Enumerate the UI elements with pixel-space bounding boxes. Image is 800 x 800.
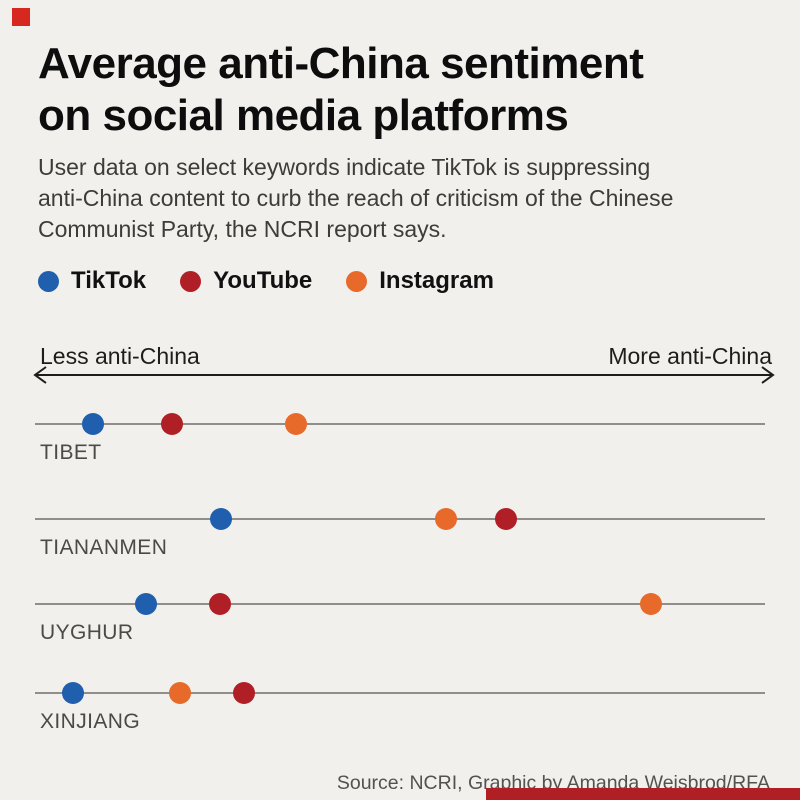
dot-tiktok-uyghur — [134, 593, 157, 615]
dot-youtube-uyghur — [208, 593, 231, 615]
dot-instagram-xinjiang — [169, 682, 192, 704]
chart-title-line: on social media platforms — [38, 91, 569, 140]
tiktok-dot-icon — [38, 270, 59, 292]
row-label-uyghur: UYGHUR — [40, 621, 134, 644]
dot-tiktok-tiananmen — [210, 508, 233, 530]
row-label-tiananmen: TIANANMEN — [40, 536, 168, 559]
axis-annotations: Less anti-China More anti-China — [0, 343, 800, 369]
dot-plot-row-xinjiang: XINJIANG — [0, 682, 800, 733]
row-label-tibet: TIBET — [40, 441, 102, 464]
dot-tiktok-tibet — [82, 413, 105, 435]
chart-title-line: Average anti-China sentiment — [38, 39, 644, 88]
instagram-dot-icon — [346, 270, 368, 292]
row-axis-line — [35, 692, 765, 694]
axis-label-less: Less anti-China — [40, 343, 200, 369]
dot-plot-row-tiananmen: TIANANMEN — [0, 508, 800, 559]
axis-double-arrow — [33, 366, 775, 384]
dot-instagram-tiananmen — [434, 508, 457, 530]
legend-label: TikTok — [71, 267, 147, 294]
row-axis-line — [35, 518, 765, 520]
dot-plot-row-uyghur: UYGHUR — [0, 593, 800, 644]
dot-youtube-tiananmen — [494, 508, 517, 530]
row-axis-line — [35, 423, 765, 425]
dot-tiktok-xinjiang — [61, 682, 84, 704]
dot-plot-row-tibet: TIBET — [0, 413, 800, 464]
axis-label-more: More anti-China — [608, 343, 772, 369]
chart-subtitle: User data on select keywords indicate Ti… — [38, 154, 674, 242]
legend-item-instagram: Instagram — [346, 267, 494, 295]
row-axis-line — [35, 603, 765, 605]
dot-instagram-tibet — [285, 413, 308, 435]
row-label-xinjiang: XINJIANG — [40, 710, 141, 733]
brand-corner-mark — [12, 8, 30, 26]
brand-bottom-bar — [486, 788, 800, 800]
legend: TikTok YouTube Instagram — [38, 267, 494, 295]
chart-title: Average anti-China sentiment on social me… — [38, 38, 644, 142]
dot-youtube-tibet — [161, 413, 184, 435]
legend-label: YouTube — [213, 267, 313, 294]
legend-item-youtube: YouTube — [180, 267, 312, 295]
youtube-dot-icon — [180, 270, 202, 292]
dot-instagram-uyghur — [640, 593, 663, 615]
dot-youtube-xinjiang — [232, 682, 255, 704]
legend-label: Instagram — [379, 267, 494, 294]
legend-item-tiktok: TikTok — [38, 267, 146, 295]
